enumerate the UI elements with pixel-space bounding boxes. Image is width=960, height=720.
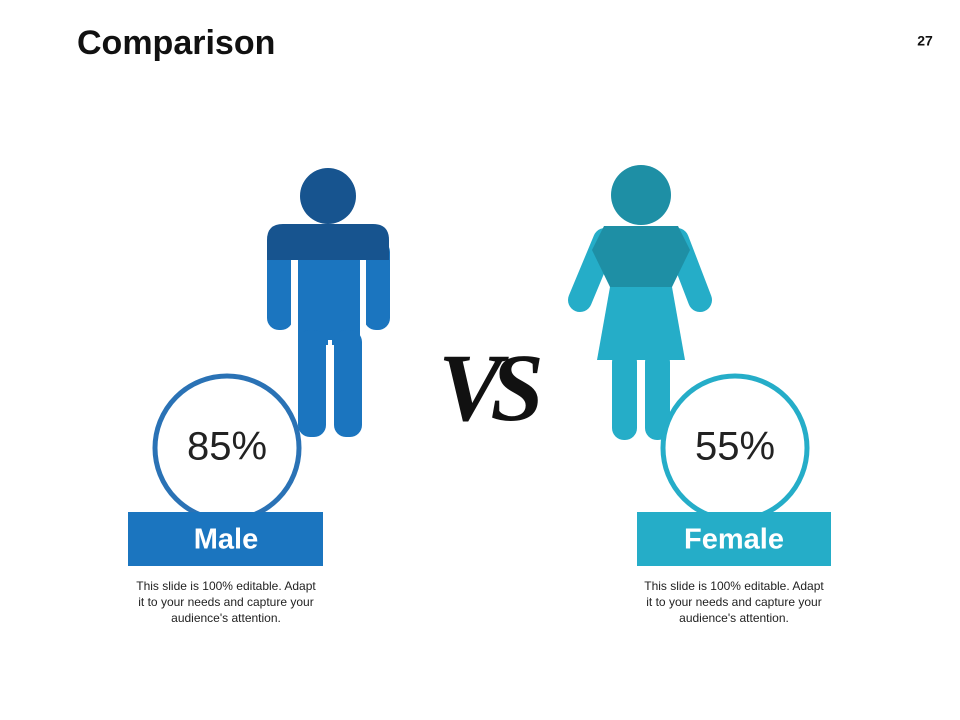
description-line: it to your needs and capture your	[646, 595, 821, 609]
label-box	[128, 512, 323, 566]
label: Male	[194, 524, 258, 556]
description-line: This slide is 100% editable. Adapt	[136, 579, 316, 593]
description-line: audience's attention.	[171, 611, 281, 625]
description-line: This slide is 100% editable. Adapt	[644, 579, 824, 593]
description-line: it to your needs and capture your	[138, 595, 313, 609]
description-line: audience's attention.	[679, 611, 789, 625]
label: Female	[684, 524, 784, 556]
male-figure	[267, 168, 390, 437]
female-figure	[568, 165, 712, 440]
vs: VS	[438, 334, 540, 441]
label-box	[637, 512, 831, 566]
percent: 85%	[187, 425, 267, 469]
page-number: 27	[917, 33, 933, 49]
title: Comparison	[77, 24, 275, 62]
percent: 55%	[695, 425, 775, 469]
